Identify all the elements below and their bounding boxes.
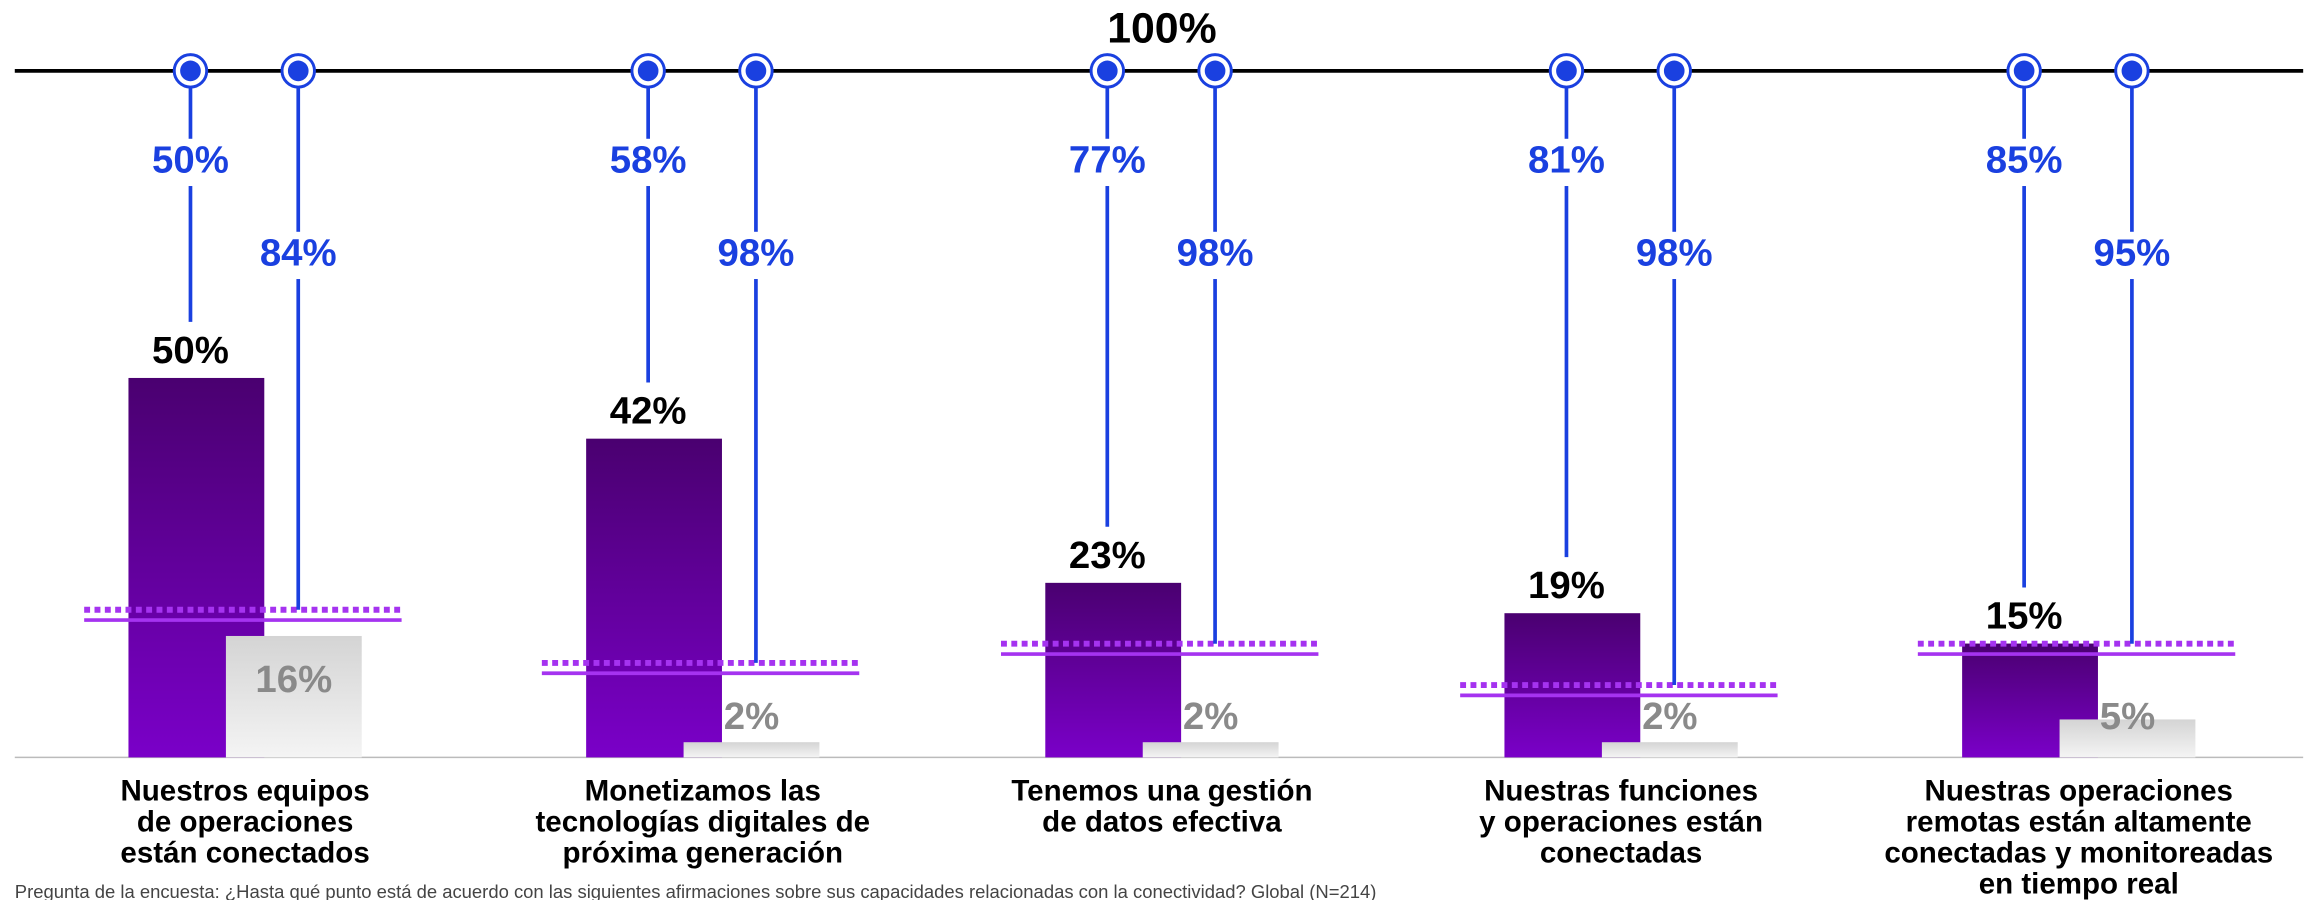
label-bg	[1973, 138, 2075, 187]
gap-marker-dot	[1663, 60, 1685, 82]
value-label: 50%	[152, 329, 229, 372]
category-label: Tenemos una gestión	[1011, 775, 1312, 808]
label-bg	[2081, 231, 2183, 280]
label-bg	[1057, 138, 1158, 187]
category-label: tecnologías digitales de	[535, 806, 870, 839]
category-label: conectadas	[1540, 837, 1702, 870]
value-label: 19%	[1528, 564, 1605, 607]
gap-marker-dot	[287, 60, 309, 82]
bar	[683, 742, 820, 758]
gap-marker-dot	[745, 60, 767, 82]
gap-label: 77%	[1069, 139, 1146, 182]
category-label: remotas están altamente	[1906, 806, 2252, 839]
label-bg	[1516, 138, 1617, 187]
category-label: Nuestras funciones	[1484, 775, 1758, 808]
category-label: próxima generación	[563, 837, 844, 870]
value-label: 2%	[1642, 695, 1697, 738]
gap-marker-dot	[1556, 60, 1577, 82]
gap-marker-dot	[180, 60, 201, 82]
value-label: 2%	[1183, 695, 1238, 738]
gap-marker-dot	[637, 60, 659, 82]
label-bg	[140, 138, 241, 187]
value-label: 2%	[724, 695, 779, 738]
gap-label: 98%	[1177, 232, 1254, 275]
value-label: 42%	[610, 390, 687, 433]
bar	[2059, 719, 2196, 758]
value-label: 23%	[1069, 534, 1146, 577]
value-label: 5%	[2100, 695, 2155, 738]
gap-label: 98%	[1636, 232, 1713, 275]
category-label: de datos efectiva	[1042, 806, 1282, 839]
category-label: y operaciones están	[1479, 806, 1763, 839]
gap-label: 95%	[2094, 232, 2171, 275]
bar	[1601, 742, 1738, 758]
category-label: Monetizamos las	[585, 775, 821, 808]
category-label: de operaciones	[137, 806, 354, 839]
bar	[586, 438, 722, 758]
value-label: 15%	[1986, 595, 2063, 638]
label-bg	[248, 231, 349, 280]
bar	[225, 635, 362, 758]
footnote: Pregunta de la encuesta: ¿Hasta qué punt…	[15, 881, 1377, 900]
label-bg	[705, 231, 807, 280]
gap-marker-dot	[1096, 60, 1118, 82]
gap-label: 84%	[260, 232, 337, 275]
label-bg	[1164, 231, 1266, 280]
gap-label: 85%	[1986, 139, 2063, 182]
gap-label: 98%	[718, 232, 795, 275]
label-bg	[1624, 231, 1725, 280]
gap-marker-dot	[1204, 60, 1226, 82]
gap-label: 58%	[610, 139, 687, 182]
category-label: están conectados	[120, 837, 369, 870]
bar	[1142, 742, 1279, 758]
category-label: Nuestros equipos	[120, 775, 369, 808]
category-label: en tiempo real	[1979, 868, 2179, 900]
category-label: Nuestras operaciones	[1925, 775, 2233, 808]
gap-label: 81%	[1528, 139, 1605, 182]
gap-label: 50%	[152, 139, 229, 182]
gap-marker-dot	[2121, 60, 2143, 82]
category-label: conectadas y monitoreadas	[1884, 837, 2273, 870]
label-bg	[597, 138, 699, 187]
gap-marker-dot	[2013, 60, 2035, 82]
top-label: 100%	[1107, 4, 1216, 52]
bar	[1045, 582, 1182, 758]
value-label: 16%	[255, 658, 332, 701]
